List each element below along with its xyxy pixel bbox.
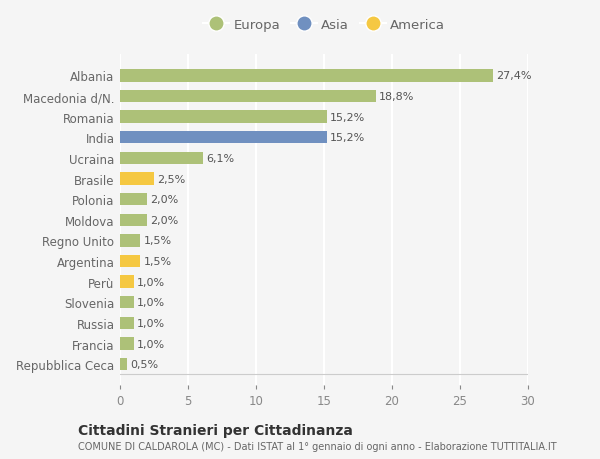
Text: 2,0%: 2,0% bbox=[151, 195, 179, 205]
Bar bbox=[120, 317, 134, 330]
Bar bbox=[120, 338, 134, 350]
Text: 18,8%: 18,8% bbox=[379, 92, 415, 102]
Bar bbox=[120, 132, 327, 144]
Text: 0,5%: 0,5% bbox=[130, 359, 158, 369]
Bar bbox=[120, 152, 203, 165]
Text: 15,2%: 15,2% bbox=[330, 133, 365, 143]
Text: 1,0%: 1,0% bbox=[137, 277, 165, 287]
Bar bbox=[120, 276, 134, 288]
Bar bbox=[120, 91, 376, 103]
Legend: Europa, Asia, America: Europa, Asia, America bbox=[203, 19, 445, 32]
Bar bbox=[120, 173, 154, 185]
Text: 6,1%: 6,1% bbox=[206, 154, 235, 163]
Text: Cittadini Stranieri per Cittadinanza: Cittadini Stranieri per Cittadinanza bbox=[78, 423, 353, 437]
Text: COMUNE DI CALDAROLA (MC) - Dati ISTAT al 1° gennaio di ogni anno - Elaborazione : COMUNE DI CALDAROLA (MC) - Dati ISTAT al… bbox=[78, 441, 557, 451]
Bar bbox=[120, 358, 127, 370]
Text: 2,0%: 2,0% bbox=[151, 215, 179, 225]
Text: 1,0%: 1,0% bbox=[137, 318, 165, 328]
Text: 1,0%: 1,0% bbox=[137, 297, 165, 308]
Text: 1,0%: 1,0% bbox=[137, 339, 165, 349]
Text: 15,2%: 15,2% bbox=[330, 112, 365, 123]
Bar bbox=[120, 70, 493, 83]
Bar bbox=[120, 111, 327, 123]
Bar bbox=[120, 255, 140, 268]
Bar bbox=[120, 297, 134, 309]
Text: 2,5%: 2,5% bbox=[157, 174, 185, 184]
Text: 27,4%: 27,4% bbox=[496, 71, 532, 81]
Bar bbox=[120, 235, 140, 247]
Text: 1,5%: 1,5% bbox=[144, 257, 172, 267]
Bar bbox=[120, 194, 147, 206]
Bar bbox=[120, 214, 147, 226]
Text: 1,5%: 1,5% bbox=[144, 236, 172, 246]
